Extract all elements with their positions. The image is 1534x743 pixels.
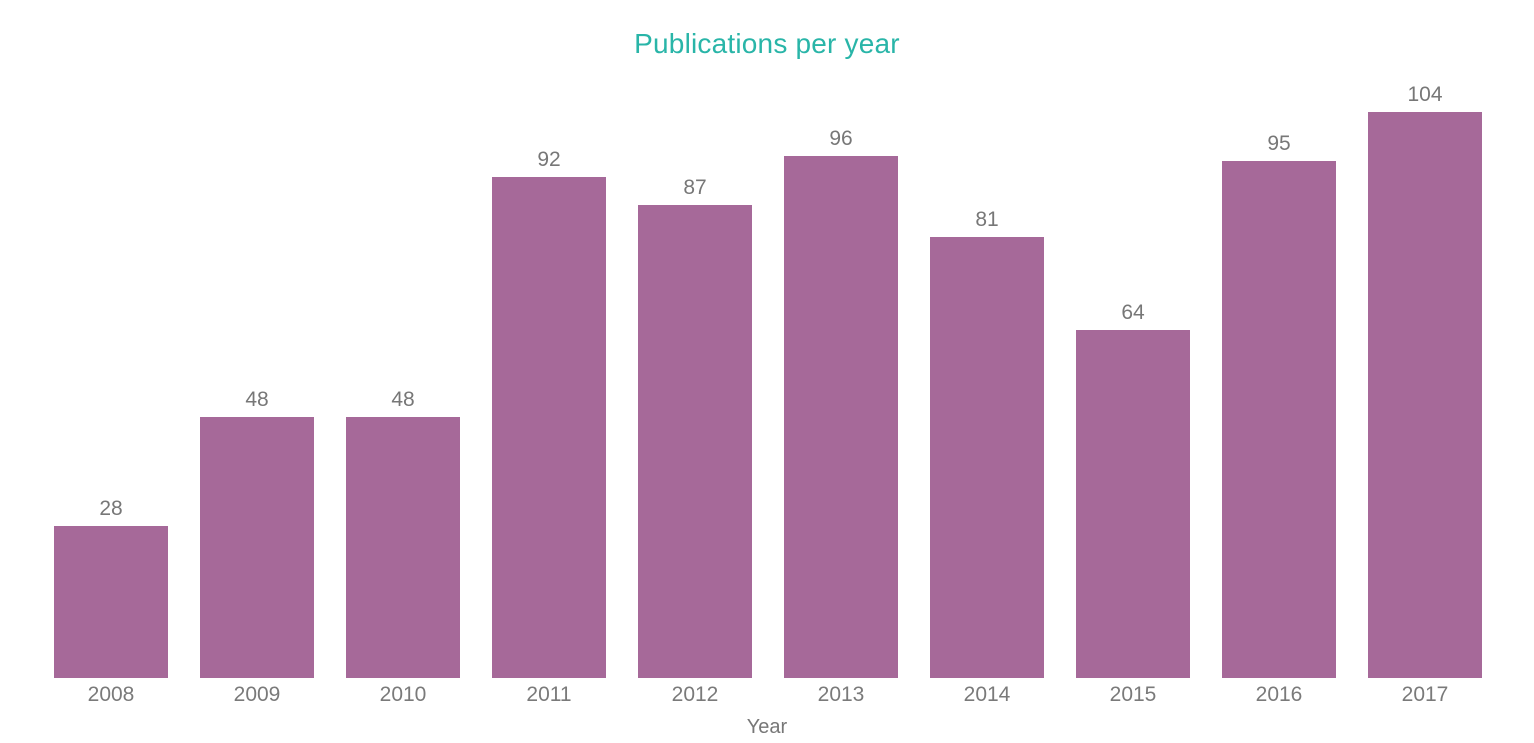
bar-value-label-2014: 81 bbox=[975, 208, 999, 231]
x-tick-label-2014: 2014 bbox=[963, 683, 1011, 706]
bar-2010[interactable] bbox=[346, 417, 460, 678]
bar-2011[interactable] bbox=[492, 177, 606, 678]
plot-area: 28 48 48 92 87 96 81 64 95 104 bbox=[38, 83, 1498, 678]
bar-2016[interactable] bbox=[1222, 161, 1336, 678]
bar-group-2017: 104 bbox=[1352, 83, 1498, 678]
x-tick-label-2012: 2012 bbox=[671, 683, 719, 706]
x-tick-label-2010: 2010 bbox=[379, 683, 427, 706]
x-tick-label-2017: 2017 bbox=[1401, 683, 1449, 706]
bar-value-label-2010: 48 bbox=[391, 388, 415, 411]
bar-2014[interactable] bbox=[930, 237, 1044, 678]
bar-group-2010: 48 bbox=[330, 388, 476, 678]
bar-2015[interactable] bbox=[1076, 330, 1190, 678]
bar-group-2011: 92 bbox=[476, 148, 622, 678]
bar-value-label-2009: 48 bbox=[245, 388, 269, 411]
bar-group-2009: 48 bbox=[184, 388, 330, 678]
bar-2013[interactable] bbox=[784, 156, 898, 678]
bar-2008[interactable] bbox=[54, 526, 168, 678]
bar-value-label-2015: 64 bbox=[1121, 301, 1145, 324]
bar-2012[interactable] bbox=[638, 205, 752, 678]
x-axis-title: Year bbox=[746, 716, 788, 738]
bar-group-2015: 64 bbox=[1060, 301, 1206, 678]
bar-group-2016: 95 bbox=[1206, 132, 1352, 678]
x-tick-label-2008: 2008 bbox=[87, 683, 135, 706]
chart-title: Publications per year bbox=[634, 28, 900, 59]
bar-value-label-2008: 28 bbox=[99, 497, 123, 520]
bar-2017[interactable] bbox=[1368, 112, 1482, 678]
x-tick-label-2015: 2015 bbox=[1109, 683, 1157, 706]
bar-group-2008: 28 bbox=[38, 497, 184, 678]
x-tick-label-2016: 2016 bbox=[1255, 683, 1303, 706]
x-tick-label-2009: 2009 bbox=[233, 683, 281, 706]
bar-group-2014: 81 bbox=[914, 208, 1060, 678]
x-axis-tick-labels: 2008 2009 2010 2011 2012 2013 2014 2015 2016 2017 bbox=[38, 682, 1498, 708]
bar-value-label-2012: 87 bbox=[683, 176, 707, 199]
bar-group-2013: 96 bbox=[768, 127, 914, 678]
x-tick-label-2011: 2011 bbox=[526, 683, 572, 706]
bar-value-label-2017: 104 bbox=[1407, 83, 1443, 106]
bar-value-label-2016: 95 bbox=[1267, 132, 1291, 155]
bar-2009[interactable] bbox=[200, 417, 314, 678]
x-tick-label-2013: 2013 bbox=[817, 683, 865, 706]
bar-value-label-2013: 96 bbox=[829, 127, 853, 150]
bar-group-2012: 87 bbox=[622, 176, 768, 678]
bar-value-label-2011: 92 bbox=[537, 148, 561, 171]
